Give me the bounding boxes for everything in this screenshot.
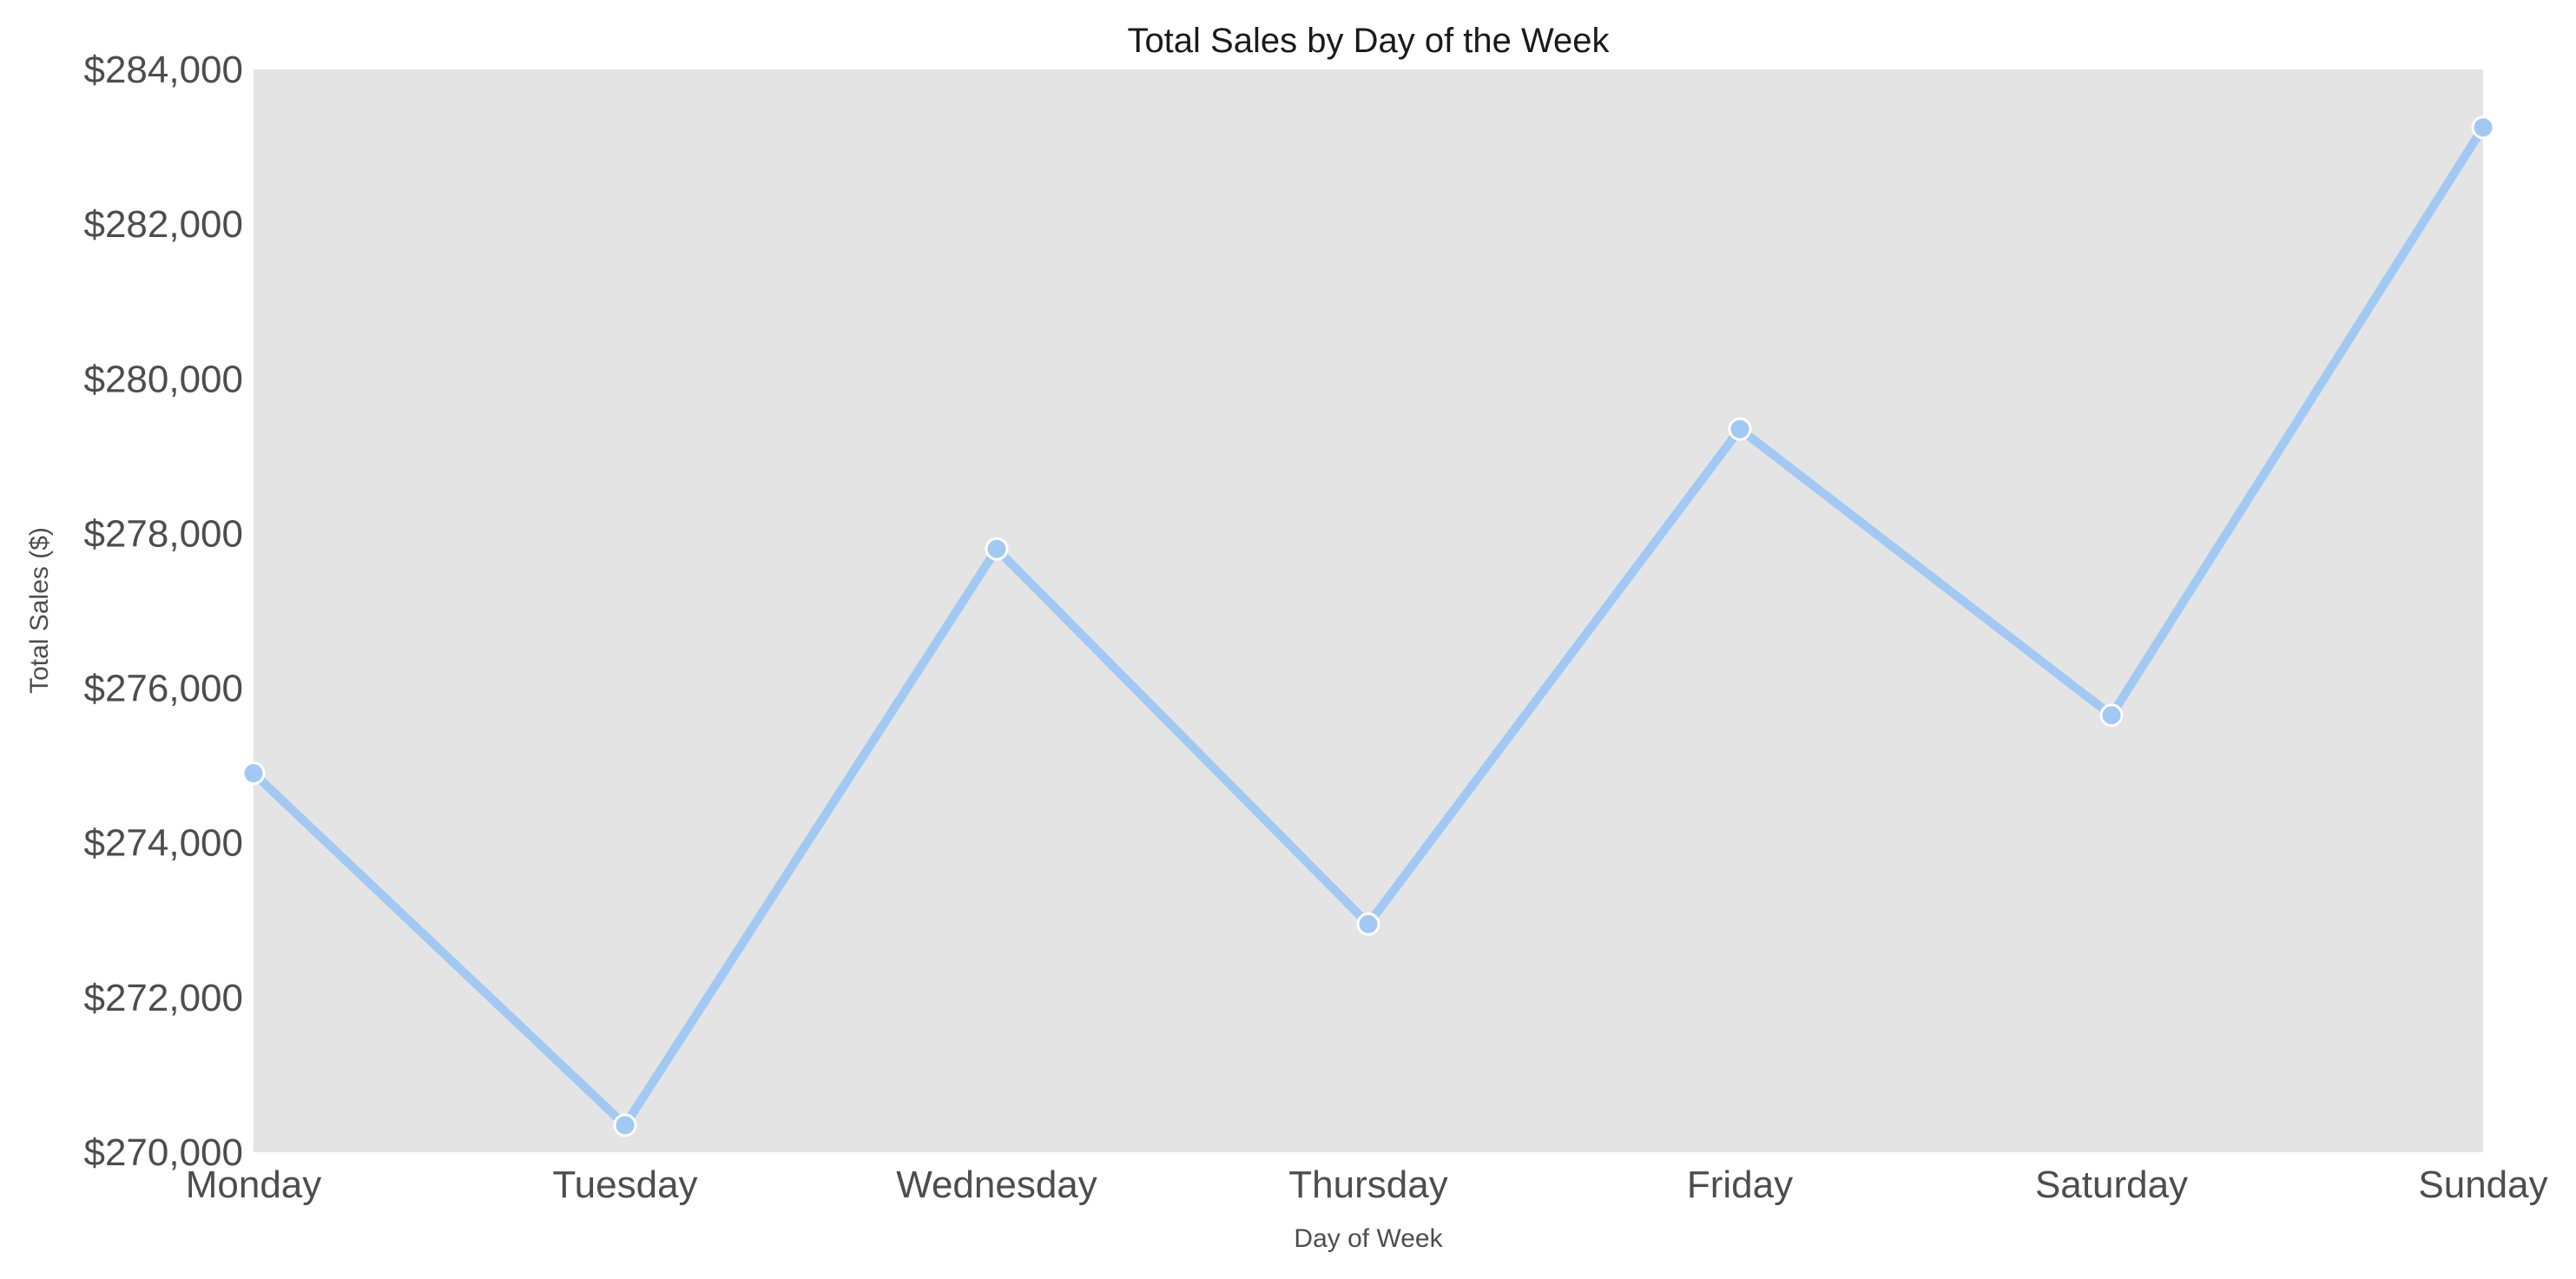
data-point-marker: [1356, 912, 1380, 936]
y-axis-ticks: $270,000 $272,000 $274,000 $276,000 $278,000…: [83, 49, 243, 1174]
y-tick-label: $270,000: [83, 1131, 243, 1174]
x-tick-label: Sunday: [2418, 1164, 2547, 1206]
data-point-marker: [2099, 703, 2124, 728]
y-tick-label: $284,000: [83, 49, 243, 91]
data-point-marker: [241, 761, 266, 786]
data-point-marker: [613, 1113, 637, 1137]
x-tick-label: Monday: [186, 1164, 322, 1206]
x-tick-label: Tuesday: [552, 1164, 697, 1206]
x-tick-label: Friday: [1687, 1164, 1793, 1206]
y-tick-label: $272,000: [83, 977, 243, 1019]
y-tick-label: $274,000: [83, 822, 243, 865]
y-tick-label: $276,000: [83, 668, 243, 710]
plot-area: [254, 69, 2483, 1152]
data-point-marker: [985, 537, 1009, 561]
data-point-marker: [1728, 417, 1752, 441]
y-tick-label: $280,000: [83, 358, 243, 400]
y-tick-label: $282,000: [83, 203, 243, 246]
data-point-marker: [2471, 115, 2495, 140]
x-tick-label: Thursday: [1288, 1164, 1447, 1206]
sales-series: [241, 115, 2495, 1137]
y-tick-label: $278,000: [83, 512, 243, 555]
x-axis-ticks: Monday Tuesday Wednesday Thursday Friday Satu…: [186, 1164, 2548, 1206]
y-axis-label: Total Sales ($): [25, 527, 54, 694]
x-tick-label: Saturday: [2035, 1164, 2188, 1206]
chart-title: Total Sales by Day of the Week: [1127, 22, 1610, 60]
x-axis-label: Day of Week: [1294, 1224, 1443, 1253]
x-tick-label: Wednesday: [896, 1164, 1097, 1206]
